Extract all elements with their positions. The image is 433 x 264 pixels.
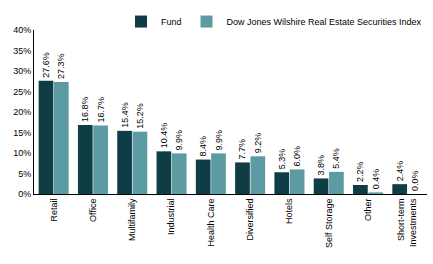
svg-text:5.3%: 5.3%: [277, 149, 287, 170]
svg-text:15%: 15%: [13, 128, 31, 138]
svg-text:9.9%: 9.9%: [174, 130, 184, 151]
svg-text:10%: 10%: [13, 148, 31, 158]
svg-text:Self Storage: Self Storage: [324, 199, 334, 249]
svg-text:40%: 40%: [13, 25, 31, 35]
svg-text:16.8%: 16.8%: [80, 97, 90, 123]
svg-text:10.4%: 10.4%: [159, 123, 169, 149]
svg-text:Industrial: Industrial: [166, 199, 176, 236]
svg-text:Hotels: Hotels: [284, 198, 294, 224]
svg-text:7.7%: 7.7%: [237, 139, 247, 160]
svg-text:16.7%: 16.7%: [96, 97, 106, 123]
svg-text:15.2%: 15.2%: [135, 103, 145, 129]
svg-text:27.6%: 27.6%: [41, 52, 51, 78]
svg-text:Health Care: Health Care: [206, 199, 216, 247]
svg-text:Diversified: Diversified: [245, 199, 255, 241]
svg-text:Fund: Fund: [161, 17, 182, 27]
svg-text:0%: 0%: [18, 189, 31, 199]
svg-text:3.8%: 3.8%: [316, 155, 326, 176]
svg-text:8.4%: 8.4%: [198, 136, 208, 157]
svg-text:35%: 35%: [13, 46, 31, 56]
svg-text:2.2%: 2.2%: [355, 161, 365, 182]
svg-text:0.0%: 0.0%: [410, 170, 420, 191]
svg-text:Multifamily: Multifamily: [127, 198, 137, 241]
svg-text:27.3%: 27.3%: [56, 54, 66, 80]
svg-text:20%: 20%: [13, 107, 31, 117]
svg-text:Short-termInvestments: Short-termInvestments: [396, 198, 418, 247]
svg-text:6.0%: 6.0%: [292, 146, 302, 167]
svg-text:9.2%: 9.2%: [253, 133, 263, 154]
svg-text:Office: Office: [88, 199, 98, 222]
svg-text:5%: 5%: [18, 169, 31, 179]
svg-text:5.4%: 5.4%: [331, 148, 341, 169]
svg-text:Other: Other: [363, 199, 373, 222]
svg-text:25%: 25%: [13, 87, 31, 97]
svg-text:9.9%: 9.9%: [214, 130, 224, 151]
svg-text:15.4%: 15.4%: [120, 102, 130, 128]
svg-text:0.4%: 0.4%: [371, 169, 381, 190]
svg-text:30%: 30%: [13, 66, 31, 76]
svg-text:Dow Jones Wilshire Real Estate: Dow Jones Wilshire Real Estate Securitie…: [227, 17, 422, 27]
svg-text:2.4%: 2.4%: [395, 161, 405, 182]
svg-text:Retail: Retail: [49, 199, 59, 222]
